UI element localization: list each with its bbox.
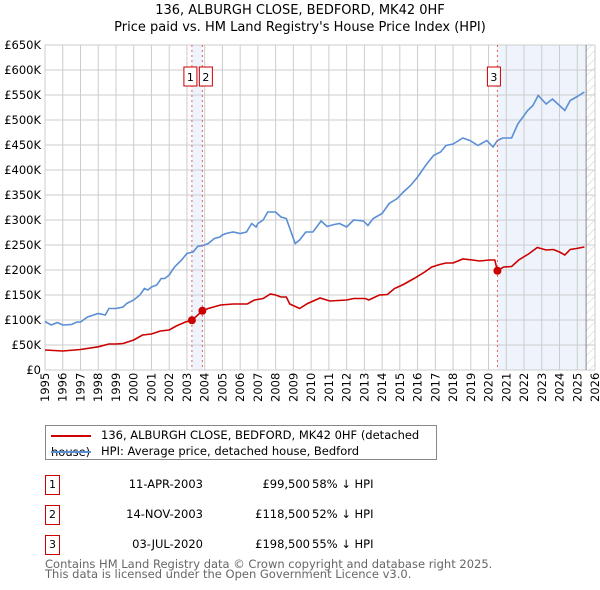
y-tick-label: £250K — [4, 238, 41, 252]
x-tick-label: 2009 — [286, 373, 300, 402]
y-tick-label: £600K — [4, 63, 41, 77]
footer: Contains HM Land Registry data © Crown c… — [45, 557, 493, 581]
legend-item-property: 136, ALBURGH CLOSE, BEDFORD, MK42 0HF (d… — [51, 427, 436, 459]
x-tick-label: 2016 — [411, 373, 425, 402]
shaded-range — [191, 45, 203, 370]
y-tick-label: £400K — [4, 163, 41, 177]
title-line-1: 136, ALBURGH CLOSE, BEDFORD, MK42 0HF — [155, 3, 445, 18]
x-tick-label: 2006 — [233, 373, 247, 402]
y-tick-label: £0 — [26, 363, 41, 377]
x-tick-label: 2015 — [393, 373, 407, 402]
y-tick-label: £100K — [4, 313, 41, 327]
footer-licence: This data is licensed under the Open Gov… — [45, 567, 412, 581]
y-tick-label: £150K — [4, 288, 41, 302]
transaction-price: £198,500 — [255, 537, 310, 551]
title-line-2: Price paid vs. HM Land Registry's House … — [114, 20, 486, 35]
transaction-date: 14-NOV-2003 — [126, 507, 203, 521]
x-tick-label: 2011 — [322, 373, 336, 402]
x-tick-label: 2008 — [269, 373, 283, 402]
red-line-swatch — [51, 434, 91, 437]
y-tick-label: £450K — [4, 138, 41, 152]
x-tick-label: 2002 — [162, 373, 176, 402]
y-tick-label: £500K — [4, 113, 41, 127]
chart-title: 136, ALBURGH CLOSE, BEDFORD, MK42 0HF Pr… — [0, 2, 600, 36]
legend-label: 136, ALBURGH CLOSE, BEDFORD, MK42 0HF (d… — [51, 428, 420, 459]
transaction-row: 3 03-JUL-2020 £198,500 55% ↓ HPI — [45, 535, 445, 555]
x-tick-label: 2019 — [464, 373, 478, 402]
x-tick-label: 2021 — [499, 373, 513, 402]
x-tick-label: 2020 — [482, 373, 496, 402]
y-tick-label: £300K — [4, 213, 41, 227]
transaction-number: 2 — [45, 505, 60, 525]
property-price-line — [44, 246, 585, 352]
transaction-row: 2 14-NOV-2003 £118,500 52% ↓ HPI — [45, 505, 445, 525]
y-tick-label: £350K — [4, 188, 41, 202]
sale-point — [198, 306, 207, 315]
x-tick-label: 2004 — [198, 373, 212, 402]
x-tick-label: 2022 — [517, 373, 531, 402]
x-tick-label: 2005 — [215, 373, 229, 402]
x-tick-label: 1997 — [73, 373, 87, 402]
annotation-box — [198, 66, 213, 87]
sale-point — [493, 266, 502, 275]
transaction-price: £99,500 — [262, 477, 310, 491]
annotation-label: 3 — [490, 71, 497, 84]
annotation-box — [486, 66, 501, 87]
transaction-number: 1 — [45, 475, 60, 495]
x-tick-label: 2026 — [588, 373, 600, 402]
blue-line-swatch — [51, 450, 91, 453]
y-tick-label: £50K — [12, 338, 42, 352]
legend-label: HPI: Average price, detached house, Bedf… — [101, 444, 360, 458]
x-tick-label: 2014 — [375, 373, 389, 402]
x-tick-label: 2013 — [357, 373, 371, 402]
x-tick-label: 1995 — [38, 373, 52, 402]
transaction-price: £118,500 — [255, 507, 310, 521]
transaction-hpi-diff: 52% ↓ HPI — [312, 507, 374, 521]
annotation-label: 1 — [187, 71, 194, 84]
footer-copyright: Contains HM Land Registry data © Crown c… — [45, 557, 493, 571]
annotation-box — [183, 66, 198, 87]
x-tick-label: 2000 — [127, 373, 141, 402]
x-tick-label: 2003 — [180, 373, 194, 402]
x-tick-label: 1996 — [56, 373, 70, 402]
x-tick-label: 2018 — [446, 373, 460, 402]
y-tick-label: £650K — [4, 38, 41, 52]
annotation-label: 2 — [202, 71, 209, 84]
sale-point — [187, 316, 196, 325]
x-tick-label: 1998 — [91, 373, 105, 402]
transaction-hpi-diff: 55% ↓ HPI — [312, 537, 374, 551]
transaction-date: 03-JUL-2020 — [132, 537, 203, 551]
transaction-number: 3 — [45, 535, 60, 555]
x-tick-label: 2010 — [304, 373, 318, 402]
hpi-line — [44, 91, 585, 326]
x-tick-label: 2007 — [251, 373, 265, 402]
y-tick-label: £200K — [4, 263, 41, 277]
y-tick-label: £550K — [4, 88, 41, 102]
legend: 136, ALBURGH CLOSE, BEDFORD, MK42 0HF (d… — [45, 425, 437, 460]
x-tick-label: 2017 — [428, 373, 442, 402]
legend-item-hpi: HPI: Average price, detached house, Bedf… — [51, 443, 359, 460]
x-tick-label: 2012 — [340, 373, 354, 402]
x-tick-label: 2025 — [570, 373, 584, 402]
transaction-date: 11-APR-2003 — [128, 477, 203, 491]
x-tick-label: 1999 — [109, 373, 123, 402]
transaction-hpi-diff: 58% ↓ HPI — [312, 477, 374, 491]
x-tick-label: 2001 — [144, 373, 158, 402]
future-hatch — [586, 45, 595, 370]
transaction-row: 1 11-APR-2003 £99,500 58% ↓ HPI — [45, 475, 445, 495]
x-tick-label: 2023 — [535, 373, 549, 402]
x-tick-label: 2024 — [553, 373, 567, 402]
